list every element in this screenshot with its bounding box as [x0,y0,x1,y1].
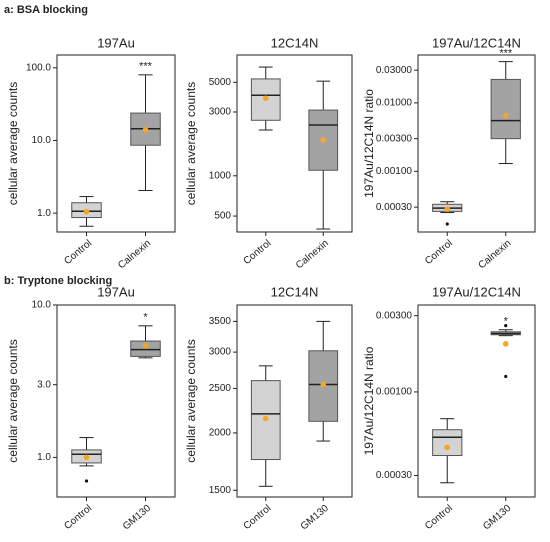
y-axis-label: cellular average counts [6,82,20,205]
outlier [84,479,89,483]
mean [83,208,90,215]
plot-frame [56,304,176,498]
y-tick-label: 3500 [209,316,232,327]
x-tick-label: Control [242,238,274,267]
mean [262,95,269,102]
mean [320,137,327,143]
y-tick-label: 2500 [209,383,232,394]
y-tick-label: 1000 [209,170,232,181]
y-tick-label: 100.0 [26,62,51,73]
mean [142,342,149,349]
annotation: *** [139,61,153,73]
y-axis-label: 197Au/12C14N ratio [362,346,376,455]
box [490,78,521,140]
x-tick-label: Calnexin [116,238,153,271]
plot-frame [417,304,536,498]
plot-frame [236,304,353,498]
x-tick-label: GM130 [481,503,514,533]
y-tick-label: 0.00100 [376,166,413,177]
panel-title: 12C14N [271,284,319,299]
y-axis-label: cellular average counts [184,339,198,462]
panel-title: 197Au [97,35,135,50]
box [432,429,463,457]
y-tick-label: 0.00100 [376,387,413,398]
y-tick-label: 3000 [209,347,232,358]
box [130,340,161,357]
mean [502,112,509,119]
y-axis-label: cellular average counts [184,82,198,205]
mean [142,127,149,133]
x-tick-label: Calnexin [294,238,331,271]
y-tick-label: 2000 [209,428,232,439]
x-tick-label: GM130 [299,503,332,533]
y-tick-label: 0.00300 [376,133,413,144]
x-tick-label: Control [62,238,94,267]
x-tick-label: Control [423,503,455,532]
mean [444,444,451,451]
y-tick-label: 0.00030 [376,202,413,213]
y-tick-label: 10.0 [32,135,52,146]
annotation: *** [499,48,513,60]
outlier [445,222,449,226]
mean [502,341,509,347]
section-label: b: Tryptone blocking [4,275,112,287]
x-tick-label: Calnexin [476,238,513,271]
y-tick-label: 0.00030 [376,470,413,481]
y-tick-label: 1500 [209,485,232,496]
y-tick-label: 0.03000 [376,65,413,76]
x-tick-label: Control [62,503,94,532]
y-tick-label: 0.01000 [376,97,413,108]
y-tick-label: 0.00300 [376,310,413,321]
box [250,78,281,121]
section-label: a: BSA blocking [4,4,88,16]
y-axis-label: cellular average counts [6,339,20,462]
outlier [504,324,508,328]
outlier [504,374,508,379]
y-tick-label: 10.0 [32,300,52,311]
panel-title: 197Au/12C14N [432,284,521,299]
panel-title: 197Au/12C14N [432,35,521,50]
mean [83,454,90,461]
mean [262,415,269,422]
y-tick-label: 500 [214,211,231,222]
panel-title: 12C14N [271,35,319,50]
plot-frame [417,54,536,233]
y-tick-label: 3.0 [37,379,51,390]
y-tick-label: 3000 [209,107,232,118]
x-tick-label: Control [423,238,455,267]
y-tick-label: 1.0 [37,208,51,219]
annotation: * [143,312,148,324]
x-tick-label: GM130 [121,503,154,533]
annotation: * [504,316,509,328]
panel-title: 197Au [97,284,135,299]
mean [320,381,327,388]
x-tick-label: Control [242,503,274,532]
y-tick-label: 5000 [209,77,232,88]
y-axis-label: 197Au/12C14N ratio [362,89,376,198]
mean [444,206,451,212]
plot-frame [236,54,353,233]
y-tick-label: 1.0 [37,452,51,463]
plot-frame [56,54,176,233]
